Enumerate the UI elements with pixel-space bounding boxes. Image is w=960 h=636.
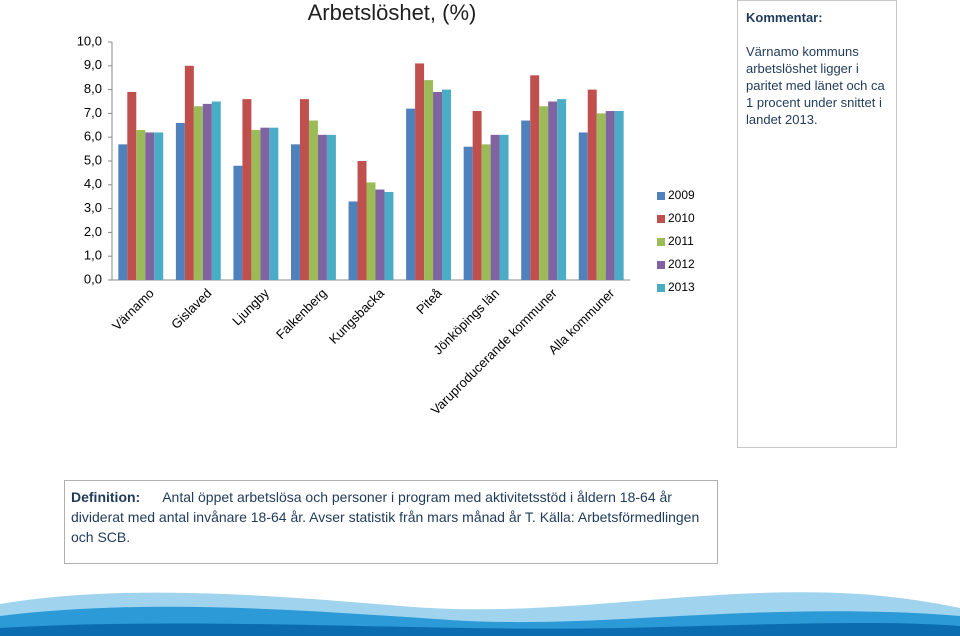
y-tick-label: 8,0: [84, 81, 102, 96]
legend-swatch: [657, 215, 665, 223]
bar: [175, 122, 185, 280]
bar: [548, 101, 558, 280]
y-tick-label: 1,0: [84, 248, 102, 263]
bar: [375, 189, 385, 280]
bar: [472, 111, 482, 281]
x-tick-label: Gislaved: [168, 286, 214, 332]
bar: [233, 165, 243, 280]
comment-title: Kommentar:: [746, 10, 823, 25]
y-tick-label: 7,0: [84, 105, 102, 120]
y-tick-label: 4,0: [84, 176, 102, 191]
legend-swatch: [657, 284, 665, 292]
bar: [184, 65, 194, 280]
legend-swatch: [657, 261, 665, 269]
bar: [145, 132, 155, 280]
chart-title: Arbetslöshet, (%): [308, 0, 477, 25]
y-tick-label: 3,0: [84, 200, 102, 215]
x-tick-label: Ljungby: [229, 285, 272, 328]
y-tick-label: 2,0: [84, 224, 102, 239]
bar: [433, 91, 443, 280]
bar: [317, 134, 327, 280]
bar: [154, 132, 164, 280]
bar: [357, 161, 367, 280]
definition-box: Definition: Antal öppet arbetslösa och pe…: [64, 480, 718, 564]
y-tick-label: 5,0: [84, 152, 102, 167]
bar: [290, 144, 300, 280]
bar: [211, 101, 221, 280]
bar: [118, 144, 128, 280]
definition-label: Definition:: [71, 489, 141, 505]
comment-text: Värnamo kommuns arbetslöshet ligger i pa…: [746, 44, 885, 127]
bar: [521, 120, 531, 280]
bar: [605, 111, 615, 281]
bar: [406, 108, 416, 280]
bar: [442, 89, 452, 280]
bar: [530, 75, 540, 280]
bar: [499, 134, 509, 280]
bar: [578, 132, 588, 280]
y-tick-label: 10,0: [77, 33, 102, 48]
bar: [481, 144, 491, 280]
chart: Arbetslöshet, (%) 0,0 1,0 2,0 3,0 4,0 5,0 6,0 7…: [77, 0, 695, 418]
decorative-wave: [0, 592, 960, 636]
bar: [463, 146, 473, 280]
bar: [269, 127, 279, 281]
legend-swatch: [657, 192, 665, 200]
bar: [587, 89, 597, 280]
bar: [326, 134, 336, 280]
bar: [384, 191, 394, 280]
bar: [242, 99, 252, 281]
x-tick-label: Kungsbacka: [326, 285, 388, 347]
bar: [127, 91, 137, 280]
bar: [260, 127, 270, 281]
bar: [424, 80, 434, 280]
bar: [299, 99, 309, 281]
bar: [366, 182, 376, 280]
y-tick-label: 6,0: [84, 129, 102, 144]
bar: [490, 134, 500, 280]
legend-label: 2012: [668, 257, 695, 271]
legend-label: 2010: [668, 211, 695, 225]
bar: [614, 111, 624, 281]
x-tick-label: Piteå: [413, 285, 445, 317]
y-tick-label: 0,0: [84, 271, 102, 286]
legend-label: 2013: [668, 280, 695, 294]
x-tick-label: Varuproducerande kommuner: [428, 285, 561, 418]
bar: [596, 113, 606, 281]
bar: [539, 106, 549, 280]
y-tick-label: 9,0: [84, 57, 102, 72]
bar: [415, 63, 425, 280]
comment-box: Kommentar: Värnamo kommuns arbetslöshet …: [737, 0, 897, 448]
legend-label: 2009: [668, 188, 695, 202]
bar: [251, 130, 261, 280]
legend-swatch: [657, 238, 665, 246]
x-tick-label: Värnamo: [109, 286, 157, 334]
bar: [202, 103, 212, 280]
bar: [193, 106, 203, 280]
x-tick-label: Falkenberg: [273, 286, 330, 343]
bar: [557, 99, 567, 281]
bar: [348, 201, 358, 280]
bar: [136, 130, 146, 280]
definition-text: Antal öppet arbetslösa och personer i pr…: [71, 489, 700, 545]
legend-label: 2011: [668, 234, 694, 248]
bar: [308, 120, 318, 280]
wave-dark: [0, 622, 960, 636]
